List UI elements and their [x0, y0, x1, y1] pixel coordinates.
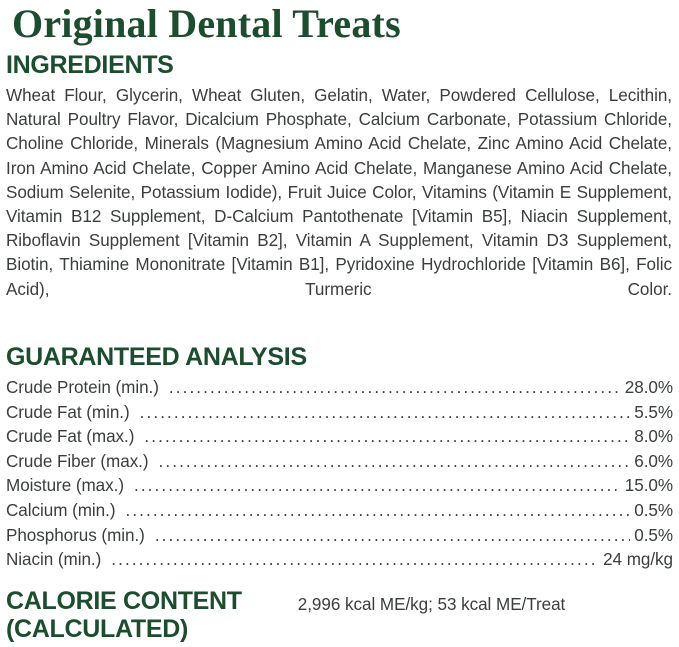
table-row: Moisture (max.) ........................…: [6, 474, 673, 499]
dot-leader: ........................................…: [111, 550, 599, 570]
dot-leader: ........................................…: [144, 427, 631, 447]
nutrient-amount: 5.5%: [634, 402, 673, 422]
dot-leader: ........................................…: [125, 501, 630, 520]
table-row: Crude Fiber (max.) .....................…: [6, 450, 673, 475]
guaranteed-analysis-heading: GUARANTEED ANALYSIS: [6, 343, 307, 372]
table-row: Crude Fat (max.) .......................…: [6, 425, 673, 450]
nutrient-label: Crude Fiber (max.): [6, 451, 149, 471]
nutrient-amount: 0.5%: [634, 501, 673, 520]
table-row: Niacin (min.) ..........................…: [6, 548, 673, 573]
nutrient-label: Phosphorus (min.): [6, 525, 145, 545]
calorie-content-heading-line2: (CALCULATED): [6, 614, 189, 643]
nutrient-amount: 6.0%: [634, 451, 673, 471]
table-row: Crude Protein (min.) ...................…: [6, 376, 673, 401]
dot-leader: ........................................…: [139, 402, 631, 422]
dot-leader: ........................................…: [133, 476, 621, 496]
dot-leader: ........................................…: [158, 451, 631, 471]
page-title: Original Dental Treats: [12, 1, 401, 46]
calorie-content-heading: CALORIE CONTENT (CALCULATED): [6, 587, 242, 643]
table-row: Calcium (min.) .........................…: [6, 499, 673, 524]
calorie-content-value: 2,996 kcal ME/kg; 53 kcal ME/Treat: [297, 594, 566, 614]
nutrient-amount: 8.0%: [634, 427, 673, 447]
nutrient-amount: 28.0%: [624, 378, 673, 398]
nutrient-amount: 24 mg/kg: [603, 550, 673, 570]
dot-leader: ........................................…: [154, 525, 630, 545]
nutrient-label: Niacin (min.): [6, 550, 102, 570]
nutrient-amount: 15.0%: [624, 476, 673, 496]
nutrient-label: Crude Fat (min.): [6, 402, 130, 422]
ingredients-text: Wheat Flour, Glycerin, Wheat Gluten, Gel…: [6, 86, 672, 299]
nutrient-amount: 0.5%: [634, 525, 673, 545]
table-row: Crude Fat (min.) .......................…: [6, 401, 673, 426]
nutrient-label: Moisture (max.): [6, 476, 124, 496]
calorie-content-block: CALORIE CONTENT (CALCULATED) 2,996 kcal …: [6, 587, 673, 643]
nutrient-label: Crude Protein (min.): [6, 378, 159, 398]
table-row: Phosphorus (min.) ......................…: [6, 524, 673, 549]
ingredients-heading: INGREDIENTS: [6, 51, 174, 79]
dot-leader: ........................................…: [168, 378, 621, 398]
nutrient-label: Calcium (min.): [6, 501, 116, 520]
calorie-content-heading-line1: CALORIE CONTENT: [6, 586, 242, 615]
guaranteed-analysis-table: Crude Protein (min.) ...................…: [6, 376, 673, 573]
nutrient-label: Crude Fat (max.): [6, 427, 135, 447]
